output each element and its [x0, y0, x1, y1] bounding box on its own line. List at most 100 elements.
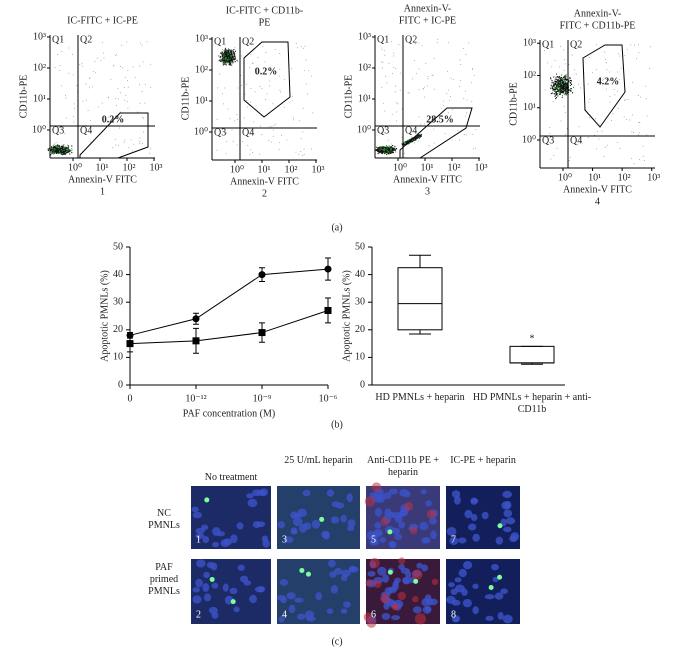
cell: [258, 586, 266, 592]
dot: [67, 152, 68, 153]
dot: [451, 78, 452, 79]
cell: [503, 510, 512, 518]
dot: [311, 76, 312, 77]
dot: [252, 152, 253, 153]
dot: [432, 75, 433, 76]
dot: [395, 148, 396, 149]
dot: [464, 134, 465, 135]
dot: [61, 153, 62, 154]
cell: [290, 511, 297, 519]
dot: [250, 149, 251, 150]
panel-label: (a): [331, 222, 342, 233]
dot: [610, 102, 611, 103]
y-axis-label: CD11b-PE: [180, 77, 191, 121]
dot: [475, 129, 476, 130]
dot: [384, 150, 385, 151]
image-bg: [277, 559, 360, 624]
dot: [295, 152, 296, 153]
dot: [382, 150, 383, 151]
y-axis-label: Apoptotic PMNLs (%): [341, 270, 352, 362]
dot: [301, 138, 302, 139]
dot: [220, 56, 221, 57]
dot: [73, 116, 74, 117]
dot: [395, 68, 396, 69]
dot: [554, 81, 555, 82]
quadrant-label: Q3: [542, 135, 554, 146]
dot: [231, 61, 232, 62]
cell: [510, 532, 519, 541]
cell: [349, 566, 359, 572]
x-tick-label: 10¹: [421, 162, 434, 173]
dot: [560, 90, 561, 91]
dot: [568, 64, 569, 65]
series-line: [130, 269, 328, 335]
dot: [57, 150, 58, 151]
dot: [279, 53, 280, 54]
dot: [86, 84, 87, 85]
dot: [418, 43, 419, 44]
x-tick-label: 10⁻¹²: [185, 393, 206, 404]
dot: [561, 120, 562, 121]
dot: [382, 151, 383, 152]
y-tick-label: 10: [113, 352, 123, 363]
dot: [60, 152, 61, 153]
dot: [561, 88, 562, 89]
dot: [630, 44, 631, 45]
dot: [76, 85, 77, 86]
dot: [121, 45, 122, 46]
dot: [445, 133, 446, 134]
y-tick-label: 0: [360, 379, 365, 390]
dot: [647, 116, 648, 117]
dot: [273, 130, 274, 131]
dot: [636, 58, 637, 59]
dot: [307, 93, 308, 94]
y-tick-label: 10⁰: [194, 126, 208, 137]
dot: [559, 66, 560, 67]
dot: [54, 143, 55, 144]
dot: [279, 149, 280, 150]
dot: [559, 87, 560, 88]
dot: [609, 96, 610, 97]
green-cell: [204, 497, 209, 502]
dot: [570, 85, 571, 86]
dot: [618, 108, 619, 109]
dot: [265, 99, 266, 100]
y-tick-label: 50: [355, 241, 365, 252]
dot: [614, 94, 615, 95]
cell: [468, 523, 476, 530]
y-tick-label: 10¹: [195, 95, 208, 106]
red-stain: [392, 603, 398, 609]
dot: [379, 151, 380, 152]
dot: [429, 145, 430, 146]
dot: [553, 101, 554, 102]
dot: [57, 54, 58, 55]
dot: [236, 114, 237, 115]
cell: [455, 577, 462, 582]
dot: [564, 59, 565, 60]
marker: [325, 307, 332, 314]
dot: [73, 122, 74, 123]
red-stain: [427, 510, 436, 519]
green-cell: [319, 517, 324, 522]
dot: [643, 156, 644, 157]
dot: [53, 149, 54, 150]
dot: [65, 151, 66, 152]
dot: [271, 142, 272, 143]
dot: [300, 151, 301, 152]
x-tick-label: 10²: [285, 164, 298, 175]
dot: [624, 55, 625, 56]
dot: [386, 154, 387, 155]
cell: [287, 592, 296, 599]
dot: [377, 150, 378, 151]
dot: [226, 64, 227, 65]
dot: [120, 112, 121, 113]
dot: [144, 103, 145, 104]
dot: [61, 152, 62, 153]
dot: [393, 52, 394, 53]
cell: [248, 499, 258, 507]
dot: [556, 79, 557, 80]
y-tick-label: 10¹: [33, 93, 46, 104]
dot: [639, 159, 640, 160]
dot: [557, 81, 558, 82]
dot: [259, 86, 260, 87]
